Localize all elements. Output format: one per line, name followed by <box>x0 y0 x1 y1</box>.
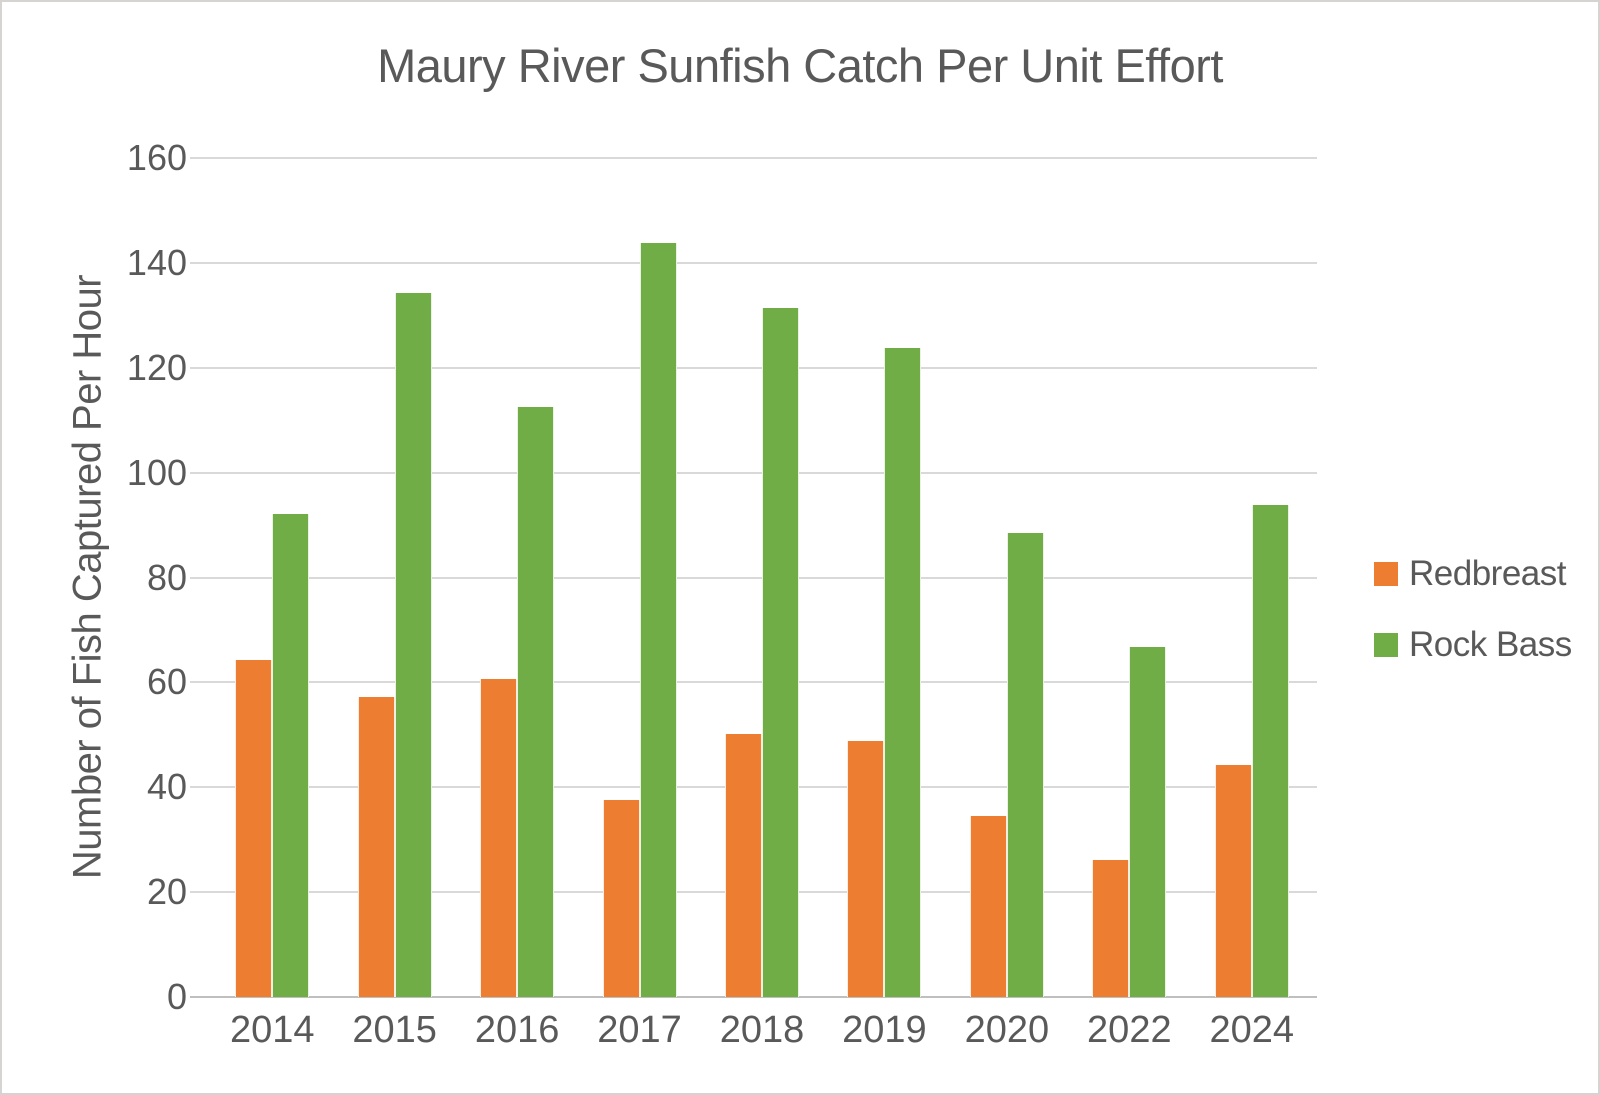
plot-area: 2014 2015 2016 2017 2018 2019 2020 2022 2024 <box>190 157 1317 1051</box>
gridline-60 <box>190 681 1317 684</box>
x-tick-label-2015: 2015 <box>352 1009 437 1051</box>
bar-rock-bass-2020 <box>1006 532 1044 997</box>
y-tick-label-80: 80 <box>146 556 187 598</box>
y-tick-label-160: 160 <box>126 137 187 178</box>
legend-swatch-icon <box>1374 562 1398 586</box>
bar-rock-bass-2017 <box>639 243 677 997</box>
x-tick-label-2020: 2020 <box>964 1009 1050 1051</box>
bar-redbreast-2015 <box>357 696 395 997</box>
bar-redbreast-2014 <box>235 659 273 997</box>
y-tick-label-140: 140 <box>126 241 187 283</box>
y-tick-label-120: 120 <box>126 346 187 388</box>
bar-redbreast-2024 <box>1214 765 1252 997</box>
x-tick-label-2019: 2019 <box>842 1009 927 1051</box>
bar-rock-bass-2022 <box>1129 647 1167 997</box>
bar-redbreast-2020 <box>969 815 1007 997</box>
gridline-120 <box>190 366 1317 369</box>
y-tick-label-100: 100 <box>126 451 187 493</box>
bar-rock-bass-2015 <box>394 293 432 997</box>
bar-rock-bass-2018 <box>762 307 799 997</box>
gridline-100 <box>190 471 1317 474</box>
legend-item-rock-bass: Rock Bass <box>1374 625 1572 665</box>
legend: Redbreast Rock Bass <box>1374 554 1572 665</box>
legend-label: Rock Bass <box>1409 625 1572 664</box>
bar-rock-bass-2014 <box>272 514 310 997</box>
x-tick-label-2016: 2016 <box>474 1009 560 1051</box>
y-tick-label-20: 20 <box>146 871 187 913</box>
x-tick-label-2017: 2017 <box>597 1009 682 1051</box>
bar-rock-bass-2024 <box>1251 505 1289 997</box>
x-tick-label-2024: 2024 <box>1209 1009 1295 1051</box>
bar-redbreast-2022 <box>1092 860 1130 997</box>
legend-swatch-icon <box>1374 633 1398 657</box>
gridline-80 <box>190 576 1317 579</box>
y-axis-tick-labels: 0 20 40 60 80 100 120 140 160 <box>2 137 187 1017</box>
bar-redbreast-2019 <box>847 740 885 997</box>
x-tick-label-2022: 2022 <box>1087 1009 1172 1051</box>
chart-title: Maury River Sunfish Catch Per Unit Effor… <box>377 39 1223 92</box>
bar-redbreast-2018 <box>725 734 762 997</box>
gridline-140 <box>190 261 1317 264</box>
bar-redbreast-2017 <box>602 800 640 997</box>
y-tick-label-60: 60 <box>146 661 187 703</box>
x-axis-line <box>190 996 1317 998</box>
x-tick-label-2014: 2014 <box>229 1009 315 1051</box>
y-tick-label-40: 40 <box>146 766 187 808</box>
gridline-160 <box>190 157 1317 159</box>
x-tick-label-2018: 2018 <box>719 1009 805 1051</box>
bar-redbreast-2016 <box>480 679 518 997</box>
y-tick-label-0: 0 <box>166 976 187 1017</box>
legend-item-redbreast: Redbreast <box>1374 554 1572 594</box>
bar-rock-bass-2016 <box>517 407 555 997</box>
legend-label: Redbreast <box>1409 554 1566 593</box>
bar-rock-bass-2019 <box>884 347 922 997</box>
